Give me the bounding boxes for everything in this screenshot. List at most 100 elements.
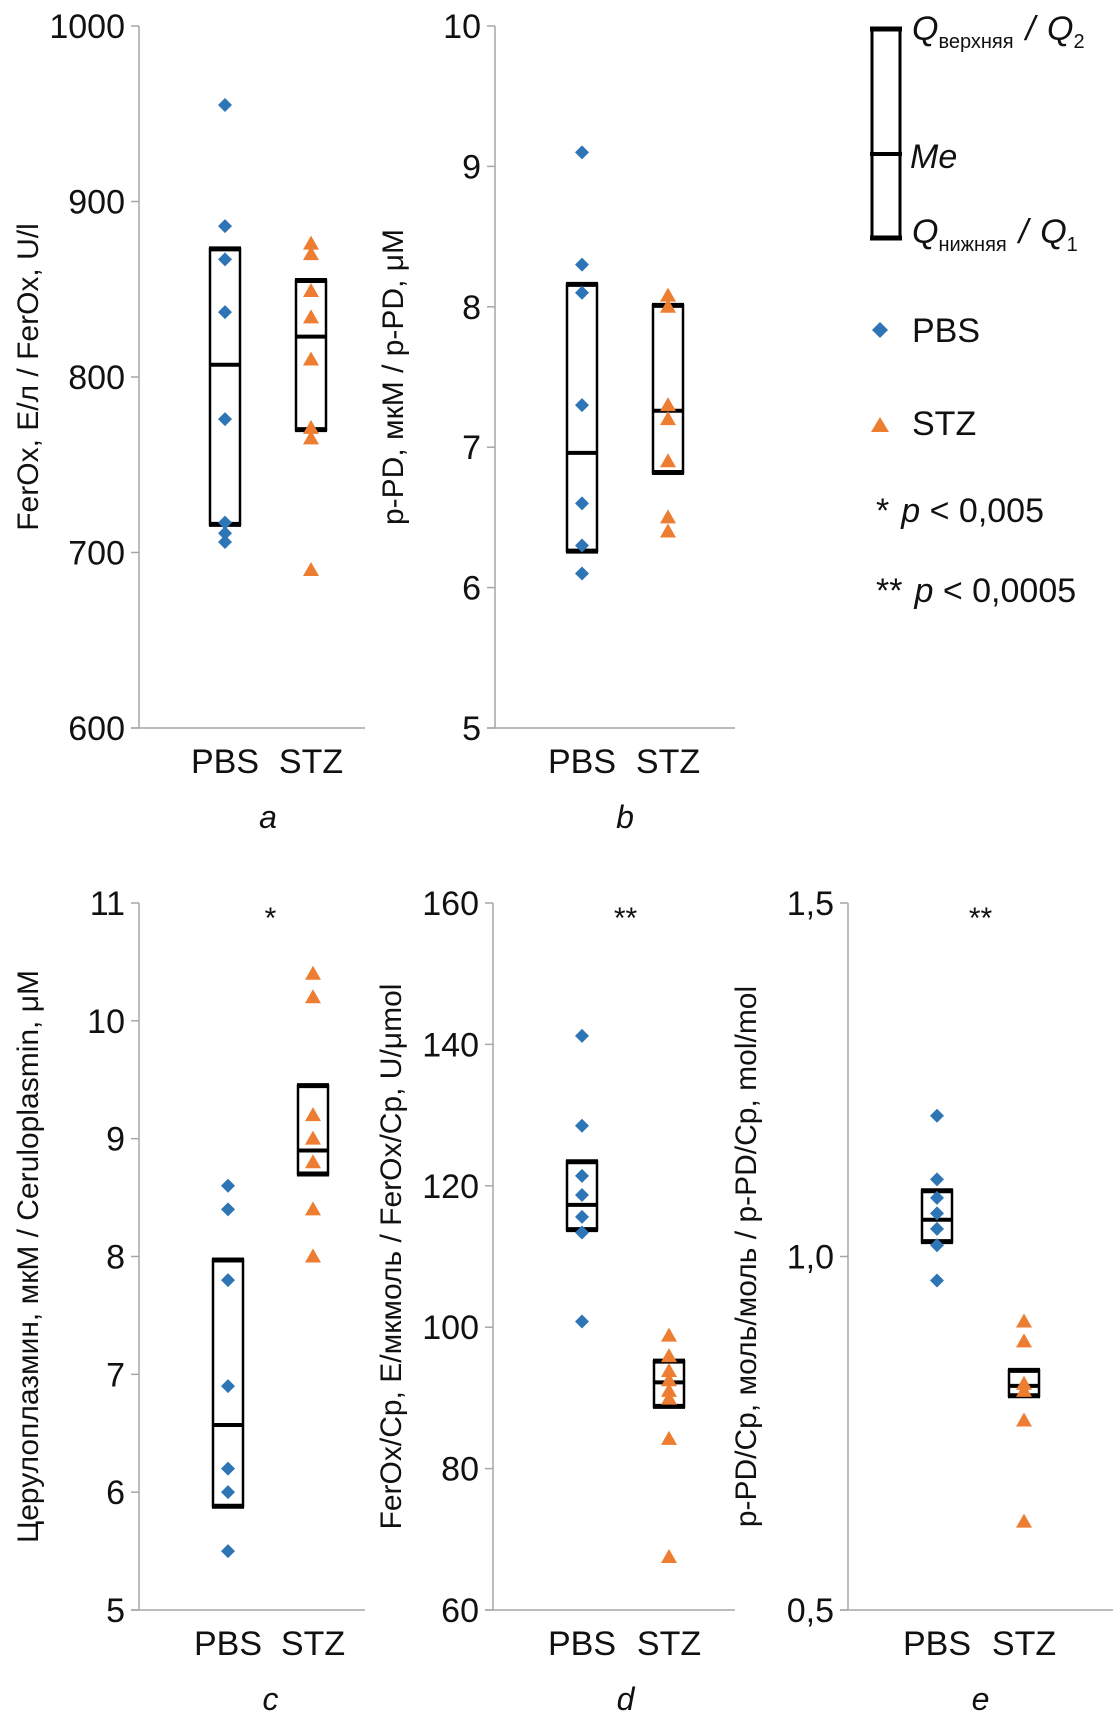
panel-c: 5 6 7 8 9 10 11 Церулоплазмин, мкМ / Ceruloplas…	[12, 885, 365, 1717]
legend-stz-triangle-icon	[871, 417, 889, 432]
y-tick-label: 1,5	[787, 885, 834, 923]
stz-point	[1016, 1513, 1032, 1528]
legend-upper-quartile: Qверхняя / Q2	[912, 10, 1085, 53]
stz-point	[660, 411, 676, 426]
x-category-label: PBS	[548, 743, 616, 781]
y-tick-label: 9	[462, 148, 481, 186]
pbs-point	[930, 1108, 944, 1123]
stz-point	[305, 1248, 321, 1263]
stz-point	[661, 1382, 677, 1397]
y-tick-label: 10	[87, 1003, 125, 1041]
pbs-point	[575, 1187, 589, 1202]
x-category-label: STZ	[281, 1625, 345, 1663]
y-tick-label: 1000	[49, 8, 125, 46]
significance-marker: **	[969, 902, 993, 935]
pbs-point	[930, 1190, 944, 1205]
y-tick-label: 800	[68, 359, 125, 397]
y-tick-label: 1,0	[787, 1239, 834, 1277]
panel-letter: d	[617, 1681, 636, 1717]
pbs-point	[575, 145, 589, 160]
box-pbs	[208, 246, 242, 527]
significance-marker: **	[614, 902, 638, 935]
pbs-point	[218, 412, 232, 427]
stz-point	[661, 1548, 677, 1563]
stz-point	[1016, 1333, 1032, 1348]
panel-letter: b	[616, 799, 634, 835]
legend: Qверхняя / Q2 Me Qнижняя / Q1 PBS STZ * p < 0…	[870, 10, 1085, 610]
pbs-point	[930, 1273, 944, 1288]
pbs-point	[221, 1379, 235, 1394]
box-stz	[651, 302, 685, 475]
stz-point	[661, 1390, 677, 1405]
y-tick-label: 6	[462, 570, 481, 608]
stz-point	[660, 523, 676, 538]
stz-point	[303, 562, 319, 577]
y-tick-label: 160	[422, 885, 479, 923]
pbs-point	[930, 1172, 944, 1187]
x-category-label: STZ	[279, 743, 343, 781]
pbs-point	[221, 1544, 235, 1559]
stz-point	[303, 283, 319, 298]
y-tick-label: 900	[68, 184, 125, 222]
box-pbs	[565, 281, 599, 554]
y-axis-title: p-PD, мкМ / p-PD, μM	[377, 229, 410, 525]
stz-point	[303, 419, 319, 434]
legend-lower-quartile: Qнижняя / Q1	[912, 213, 1078, 256]
stz-point	[661, 1327, 677, 1342]
stz-point	[305, 1201, 321, 1216]
stz-point	[303, 430, 319, 445]
y-tick-label: 10	[443, 8, 481, 46]
y-axis-title: Церулоплазмин, мкМ / Ceruloplasmin, μM	[12, 970, 45, 1543]
box-outline	[565, 283, 599, 553]
legend-box-outline	[870, 27, 902, 240]
y-axis-title: FerOx, Е/л / FerOx, U/l	[12, 223, 45, 531]
y-tick-label: 100	[422, 1309, 479, 1347]
pbs-point	[221, 1273, 235, 1288]
pbs-point	[575, 1028, 589, 1043]
x-category-label: STZ	[992, 1625, 1056, 1663]
stz-point	[660, 453, 676, 468]
panel-a: 600 700 800 900 1000 FerOx, Е/л / FerOx, U/l P…	[12, 8, 365, 835]
stz-point	[305, 965, 321, 980]
y-tick-label: 7	[106, 1356, 125, 1394]
pbs-point	[218, 526, 232, 541]
stz-point	[305, 1130, 321, 1145]
y-tick-label: 8	[106, 1239, 125, 1277]
pbs-point	[221, 1178, 235, 1193]
pbs-point	[575, 285, 589, 300]
box-outline	[651, 304, 685, 474]
y-tick-label: 5	[462, 710, 481, 748]
pbs-point	[575, 566, 589, 581]
y-tick-label: 140	[422, 1026, 479, 1064]
x-category-label: STZ	[636, 743, 700, 781]
pbs-point	[575, 1168, 589, 1183]
pbs-point	[575, 1314, 589, 1329]
stz-point	[660, 397, 676, 412]
stz-point	[305, 1154, 321, 1169]
x-category-label: PBS	[548, 1625, 616, 1663]
pbs-point	[930, 1238, 944, 1253]
box-stz	[296, 1083, 330, 1177]
stz-point	[303, 309, 319, 324]
pbs-point	[930, 1221, 944, 1236]
pbs-point	[221, 1202, 235, 1217]
stz-point	[661, 1348, 677, 1363]
legend-stz-label: STZ	[912, 405, 976, 443]
legend-median: Me	[910, 138, 957, 176]
x-category-label: PBS	[194, 1625, 262, 1663]
pbs-point	[218, 515, 232, 530]
legend-box-symbol	[870, 26, 902, 241]
y-tick-label: 0,5	[787, 1592, 834, 1630]
panel-d: 60 80 100 120 140 160 FerOx/Cp, Е/мкмоль / Fer…	[375, 885, 735, 1717]
stz-point	[661, 1372, 677, 1387]
stz-point	[305, 1107, 321, 1122]
pbs-point	[575, 1118, 589, 1133]
y-tick-label: 7	[462, 429, 481, 467]
stz-point	[1016, 1412, 1032, 1427]
stz-point	[305, 989, 321, 1004]
stz-point	[660, 298, 676, 313]
pbs-point	[218, 305, 232, 320]
y-tick-label: 60	[441, 1592, 479, 1630]
y-tick-label: 5	[106, 1592, 125, 1630]
